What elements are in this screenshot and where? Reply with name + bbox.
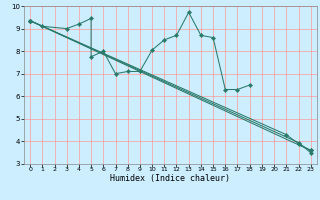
X-axis label: Humidex (Indice chaleur): Humidex (Indice chaleur) (110, 174, 230, 183)
